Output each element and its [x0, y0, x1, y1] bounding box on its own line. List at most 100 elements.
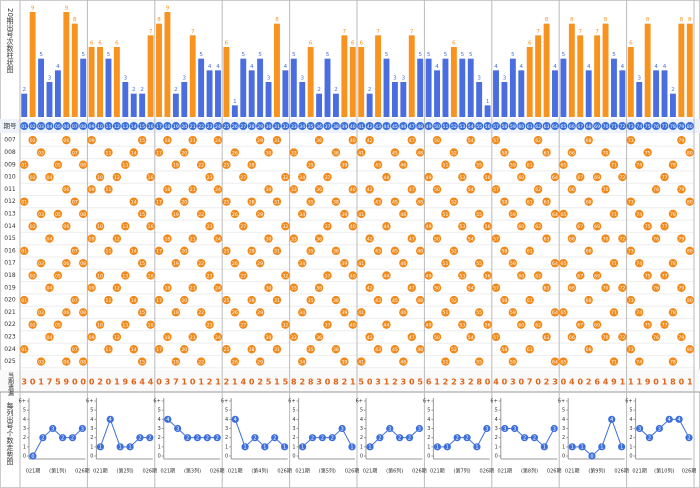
issue-label: 023	[4, 333, 16, 340]
omission-value: 9	[611, 378, 617, 387]
bar-value-label: 5	[418, 52, 422, 58]
column-number: 46	[400, 124, 406, 130]
drawn-ball	[213, 135, 223, 145]
bar	[442, 58, 449, 117]
drawn-ball	[660, 222, 669, 231]
column-number: 14	[131, 124, 137, 130]
omission-value: 4	[603, 378, 609, 387]
column-number: 65	[560, 124, 566, 130]
column-badge	[483, 122, 492, 130]
omission-value: 0	[30, 378, 36, 387]
bar	[88, 47, 95, 117]
drawn-ball	[483, 271, 492, 280]
column-badge	[458, 122, 467, 130]
bar-value-label: 4	[216, 64, 220, 70]
trend-point	[59, 434, 67, 442]
y-tick-label: 2	[562, 435, 565, 441]
trend-point	[261, 443, 269, 451]
column-number: 18	[165, 124, 171, 130]
drawn-ball	[20, 345, 29, 354]
drawn-ball	[28, 320, 37, 329]
drawn-number: 64	[552, 175, 558, 181]
drawn-ball	[483, 222, 492, 231]
drawn-ball	[205, 320, 214, 329]
y-tick-label: 2	[292, 435, 295, 441]
drawn-ball	[129, 295, 138, 305]
trend-point	[164, 415, 172, 423]
drawn-ball	[331, 197, 341, 206]
column-badge	[155, 122, 164, 130]
drawn-number: 12	[114, 236, 120, 242]
drawn-ball	[567, 234, 577, 243]
drawn-ball	[415, 345, 425, 354]
drawn-number: 04	[47, 335, 53, 341]
drawn-ball	[154, 295, 164, 305]
drawn-ball	[533, 320, 543, 329]
trend-point	[473, 443, 481, 451]
bar	[476, 82, 483, 117]
drawn-number: 28	[249, 249, 255, 255]
bar	[678, 23, 685, 118]
drawn-number: 29	[257, 310, 263, 316]
bar	[324, 58, 331, 117]
drawn-number: 43	[375, 163, 381, 169]
drawn-ball	[239, 172, 248, 182]
issue-label: 022	[4, 321, 16, 328]
drawn-ball	[432, 185, 442, 194]
drawn-number: 60	[518, 322, 524, 328]
column-badge	[70, 122, 79, 130]
drawn-ball	[373, 246, 383, 256]
drawn-ball	[121, 320, 130, 329]
drawn-number: 72	[619, 175, 625, 181]
drawn-ball	[45, 283, 54, 292]
trend-point-label: 2	[206, 435, 209, 441]
drawn-number: 30	[266, 187, 272, 193]
drawn-number: 77	[662, 322, 668, 328]
omission-value: 8	[333, 378, 339, 387]
drawn-ball	[651, 185, 661, 194]
drawn-ball	[491, 283, 501, 292]
drawn-ball	[213, 185, 223, 194]
drawn-ball	[154, 246, 164, 256]
drawn-number: 25	[223, 347, 229, 353]
drawn-number: 09	[89, 138, 95, 144]
drawn-ball	[576, 271, 585, 280]
drawn-ball	[289, 283, 299, 292]
drawn-number: 31	[274, 138, 280, 144]
drawn-ball	[163, 332, 172, 342]
drawn-ball	[651, 283, 661, 292]
drawn-ball	[62, 185, 71, 194]
omission-value: 0	[561, 378, 567, 387]
drawn-ball	[677, 283, 686, 292]
trend-point-label: 2	[523, 435, 526, 441]
drawn-ball	[441, 209, 450, 219]
drawn-ball	[180, 345, 189, 354]
drawn-number: 06	[63, 261, 69, 267]
column-number: 64	[552, 124, 558, 130]
bar-value-label: 5	[292, 52, 296, 58]
column-badge	[475, 122, 484, 130]
drawn-ball	[264, 332, 273, 342]
bar	[223, 47, 230, 117]
trend-point	[685, 434, 693, 442]
drawn-ball	[609, 357, 619, 366]
y-tick-label: 5	[225, 408, 228, 414]
drawn-number: 55	[476, 261, 482, 267]
column-badge	[62, 122, 71, 130]
drawn-number: 14	[131, 249, 137, 255]
drawn-number: 08	[80, 359, 86, 365]
x-tick-label: 021期	[498, 469, 513, 475]
drawn-number: 15	[139, 138, 145, 144]
drawn-ball	[357, 308, 366, 317]
drawn-ball	[474, 308, 484, 317]
drawn-ball	[340, 209, 349, 219]
drawn-ball	[618, 283, 627, 292]
omission-value: 3	[401, 378, 407, 387]
drawn-number: 76	[653, 335, 659, 341]
omission-value: 3	[165, 378, 171, 387]
issue-label: 012	[4, 198, 16, 205]
drawn-number: 16	[148, 273, 154, 279]
y-tick-label: 5	[158, 408, 161, 414]
drawn-number: 79	[678, 187, 684, 193]
bar-value-label: 8	[646, 17, 650, 23]
